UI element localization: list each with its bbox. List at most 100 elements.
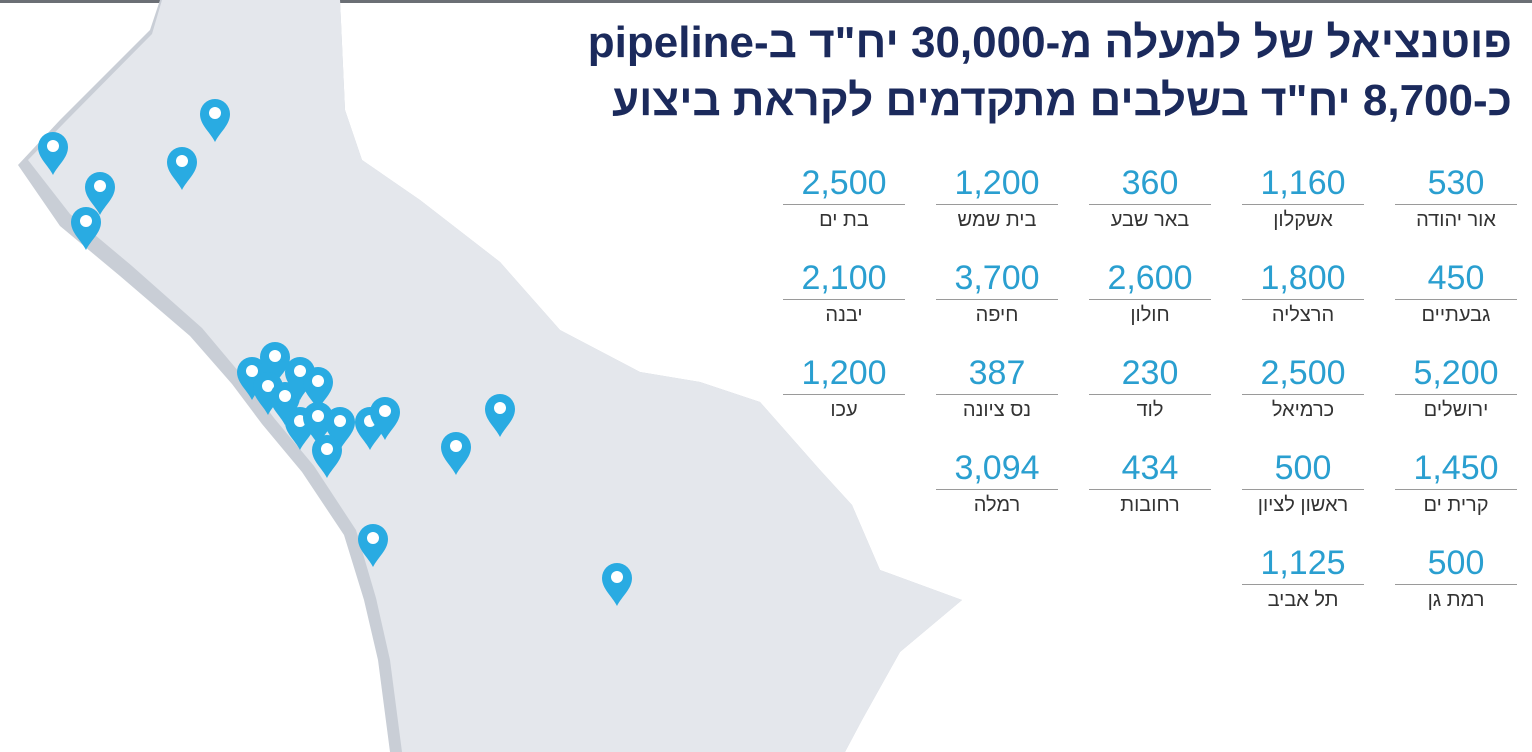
city-name: אור יהודה — [1416, 209, 1496, 231]
city-value: 500 — [1242, 447, 1364, 490]
city-value: 1,125 — [1242, 542, 1364, 585]
pin-dot — [450, 440, 462, 452]
map-pin — [260, 342, 290, 385]
city-value: 1,450 — [1395, 447, 1517, 490]
city-name: אשקלון — [1273, 209, 1333, 231]
city-grid: 530 אור יהודה 1,160 אשקלון 360 באר שבע 1,200 בי… — [782, 162, 1517, 615]
map-pin — [38, 132, 68, 175]
pin-body — [200, 99, 230, 142]
city-name: תל אביב — [1267, 589, 1339, 611]
pin-dot — [611, 571, 623, 583]
title-line: פוטנציאל של למעלה מ-30,000 יח"ד ב-pipeli… — [587, 18, 1512, 67]
pin-body — [303, 367, 333, 410]
city-cell: 2,600 חולון — [1089, 257, 1211, 330]
pin-dot — [312, 375, 324, 387]
map-pin — [358, 524, 388, 567]
map-pin — [270, 382, 300, 425]
pin-body — [602, 563, 632, 606]
city-value: 387 — [936, 352, 1058, 395]
city-cell: 500 רמת גן — [1395, 542, 1517, 615]
pin-body — [485, 394, 515, 437]
map-pin — [85, 172, 115, 215]
city-cell: 2,500 כרמיאל — [1242, 352, 1364, 425]
city-cell: 3,094 רמלה — [936, 447, 1058, 520]
pin-dot — [321, 443, 333, 455]
city-value: 1,200 — [783, 352, 905, 395]
city-cell: 1,160 אשקלון — [1242, 162, 1364, 235]
top-border — [0, 0, 1532, 3]
city-name: רחובות — [1120, 494, 1180, 516]
map-pin — [167, 147, 197, 190]
city-name: עכו — [830, 399, 858, 421]
pin-body — [260, 342, 290, 385]
map-pin — [200, 99, 230, 142]
city-name: חולון — [1130, 304, 1170, 326]
pin-dot — [294, 365, 306, 377]
pin-body — [237, 357, 267, 400]
city-name: בית שמש — [957, 209, 1037, 231]
pin-dot — [334, 415, 346, 427]
city-value: 2,500 — [783, 162, 905, 205]
map-pin — [312, 435, 342, 478]
pin-dot — [209, 107, 221, 119]
city-cell: 387 נס ציונה — [936, 352, 1058, 425]
city-cell: 434 רחובות — [1089, 447, 1211, 520]
city-value: 450 — [1395, 257, 1517, 300]
city-value: 1,800 — [1242, 257, 1364, 300]
city-name: כרמיאל — [1271, 399, 1335, 421]
city-value: 3,094 — [936, 447, 1058, 490]
map-pin — [71, 207, 101, 250]
city-name: רמלה — [973, 494, 1021, 516]
city-value: 3,700 — [936, 257, 1058, 300]
map-pin — [602, 563, 632, 606]
map-pin — [237, 357, 267, 400]
city-name: הרצליה — [1271, 304, 1335, 326]
city-name: נס ציונה — [962, 399, 1032, 421]
map-pin — [303, 402, 333, 445]
city-name: קרית ים — [1423, 494, 1489, 516]
city-value: 360 — [1089, 162, 1211, 205]
pin-dot — [47, 140, 59, 152]
city-name: בת ים — [819, 209, 869, 231]
pin-body — [253, 372, 283, 415]
pin-dot — [246, 365, 258, 377]
map-pin — [370, 397, 400, 440]
pin-dot — [176, 155, 188, 167]
map-pin — [253, 372, 283, 415]
map-pin — [285, 357, 315, 400]
city-value: 230 — [1089, 352, 1211, 395]
city-value: 5,200 — [1395, 352, 1517, 395]
city-value: 1,200 — [936, 162, 1058, 205]
city-value: 500 — [1395, 542, 1517, 585]
pin-dot — [262, 380, 274, 392]
pin-body — [85, 172, 115, 215]
pin-dot — [80, 215, 92, 227]
city-value: 434 — [1089, 447, 1211, 490]
pin-dot — [94, 180, 106, 192]
city-cell: 2,500 בת ים — [783, 162, 905, 235]
city-value: 1,160 — [1242, 162, 1364, 205]
city-cell: 1,125 תל אביב — [1242, 542, 1364, 615]
city-value: 2,600 — [1089, 257, 1211, 300]
city-name: ראשון לציון — [1257, 494, 1349, 516]
city-cell: 3,700 חיפה — [936, 257, 1058, 330]
city-cell: 230 לוד — [1089, 352, 1211, 425]
pin-body — [325, 407, 355, 450]
pin-dot — [367, 532, 379, 544]
city-cell: 360 באר שבע — [1089, 162, 1211, 235]
title-line: כ-8,700 יח"ד בשלבים מתקדמים לקראת ביצוע — [611, 76, 1512, 125]
pin-dot — [379, 405, 391, 417]
map-pin — [303, 367, 333, 410]
city-cell: 5,200 ירושלים — [1395, 352, 1517, 425]
city-name: חיפה — [975, 304, 1019, 326]
pin-body — [270, 382, 300, 425]
pin-body — [370, 397, 400, 440]
pin-dot — [494, 402, 506, 414]
city-value: 530 — [1395, 162, 1517, 205]
city-cell: 2,100 יבנה — [783, 257, 905, 330]
land — [28, 0, 962, 752]
pin-dot — [279, 390, 291, 402]
pin-body — [441, 432, 471, 475]
pin-body — [312, 435, 342, 478]
city-cell: 1,200 עכו — [783, 352, 905, 425]
